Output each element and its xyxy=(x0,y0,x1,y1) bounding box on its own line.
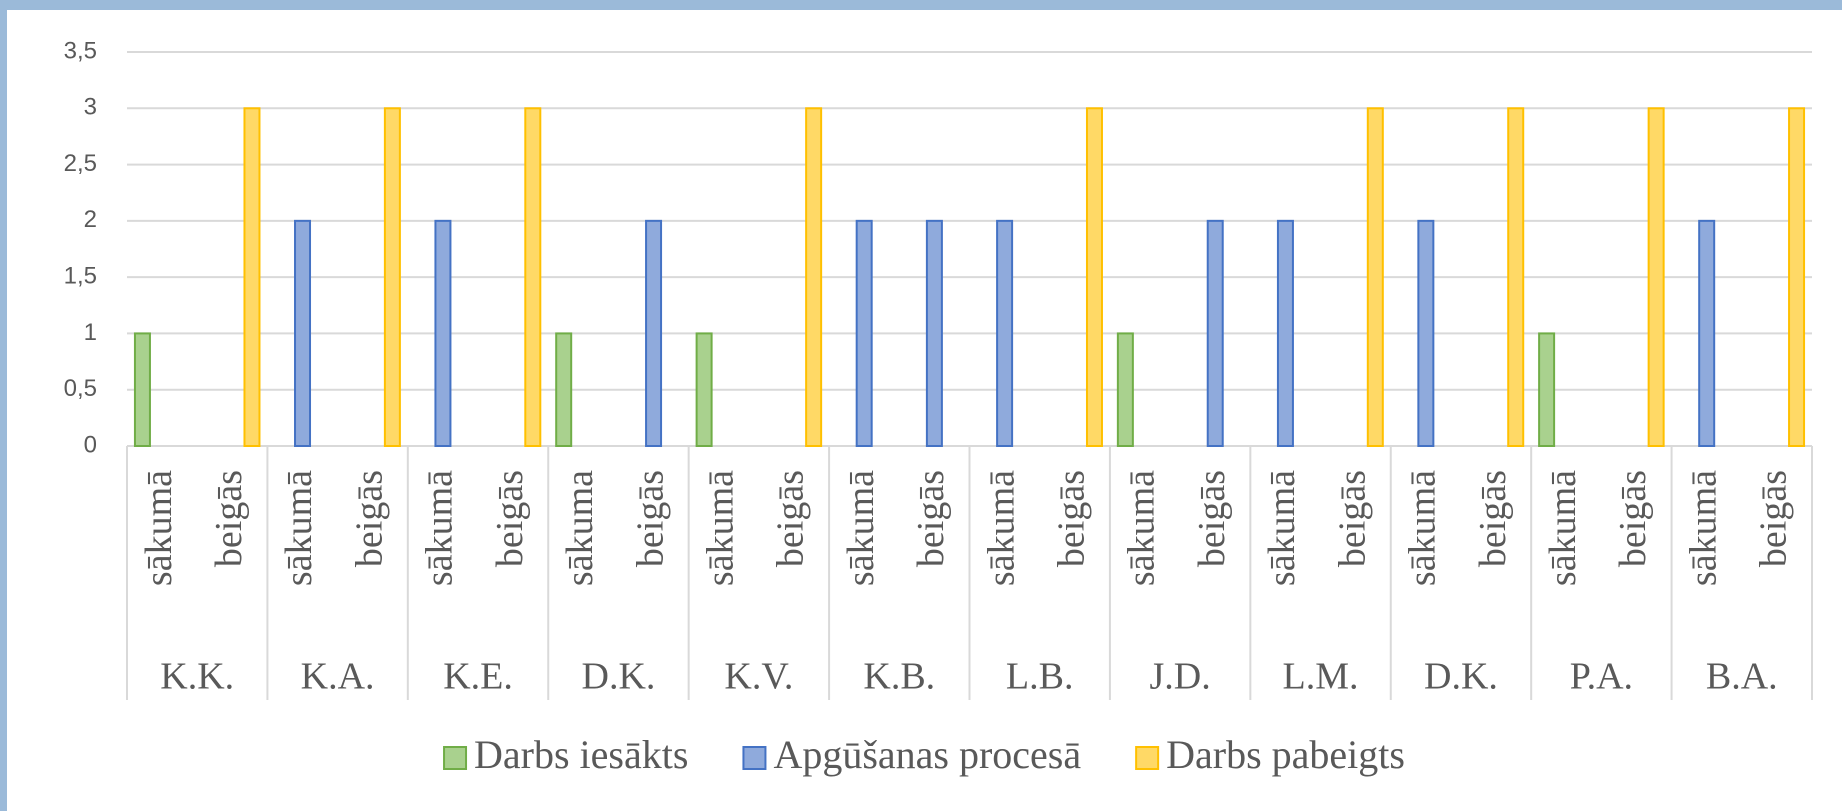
bar xyxy=(1788,107,1806,448)
y-tick-label: 0 xyxy=(84,431,97,458)
bar xyxy=(1647,107,1665,448)
group-label: P.A. xyxy=(1570,656,1633,698)
y-tick-label: 2 xyxy=(84,206,97,233)
bar xyxy=(1085,107,1103,448)
bar xyxy=(645,219,663,447)
legend-swatch xyxy=(742,746,767,770)
legend-label: Darbs iesākts xyxy=(474,732,688,777)
bar xyxy=(695,332,713,447)
x-tick-label: beigās xyxy=(489,470,531,567)
x-tick-label: sākumā xyxy=(1682,470,1724,586)
bar xyxy=(805,107,823,448)
group-label: K.V. xyxy=(724,656,793,698)
legend-label: Apgūšanas procesā xyxy=(773,732,1081,777)
group-label: D.K. xyxy=(1424,656,1498,698)
x-tick-label: sākumā xyxy=(419,470,461,586)
bar xyxy=(294,219,312,447)
x-tick-label: beigās xyxy=(770,470,812,567)
bar xyxy=(1538,332,1556,447)
y-tick-label: 1 xyxy=(84,319,97,346)
bar xyxy=(1206,219,1224,447)
x-tick-label: sākuma xyxy=(559,470,601,586)
x-tick-label: beigās xyxy=(348,470,390,567)
bar xyxy=(1698,219,1716,447)
bar xyxy=(133,332,151,447)
bar xyxy=(1366,107,1384,448)
x-tick-label: beigās xyxy=(1191,470,1233,567)
bar xyxy=(434,219,452,447)
plot-background xyxy=(7,10,1842,811)
x-tick-label: beigās xyxy=(208,470,250,567)
y-tick-label: 0,5 xyxy=(64,375,97,402)
bar xyxy=(383,107,401,448)
legend-swatch xyxy=(1135,746,1160,770)
x-tick-label: sākumā xyxy=(980,470,1022,586)
bar xyxy=(855,219,873,447)
group-label: D.K. xyxy=(582,656,656,698)
group-label: K.B. xyxy=(863,656,935,698)
bar xyxy=(524,107,542,448)
x-tick-label: sākumā xyxy=(1402,470,1444,586)
legend-swatch xyxy=(443,746,468,770)
group-label: B.A. xyxy=(1706,656,1778,698)
group-label: L.B. xyxy=(1006,656,1074,698)
x-tick-label: beigās xyxy=(1612,470,1654,567)
bar xyxy=(243,107,261,448)
x-tick-label: sākumā xyxy=(1261,470,1303,586)
bar xyxy=(1417,219,1435,447)
bar xyxy=(1276,219,1294,447)
group-label: K.E. xyxy=(443,656,513,698)
legend-label: Darbs pabeigts xyxy=(1166,732,1405,777)
bar xyxy=(925,219,943,447)
y-tick-label: 3,5 xyxy=(64,37,97,64)
x-tick-label: beigās xyxy=(1331,470,1373,567)
x-tick-label: sākumā xyxy=(138,470,180,586)
group-label: J.D. xyxy=(1150,656,1211,698)
bar xyxy=(1507,107,1525,448)
bar xyxy=(555,332,573,447)
x-tick-label: beigās xyxy=(910,470,952,567)
x-tick-label: beigās xyxy=(1051,470,1093,567)
x-tick-label: beigās xyxy=(629,470,671,567)
group-label: K.K. xyxy=(160,656,234,698)
x-tick-label: sākumā xyxy=(1542,470,1584,586)
y-tick-label: 2,5 xyxy=(64,150,97,177)
x-tick-label: sākumā xyxy=(699,470,741,586)
x-tick-label: sākumā xyxy=(1121,470,1163,586)
y-tick-label: 1,5 xyxy=(64,262,97,289)
group-label: L.M. xyxy=(1283,656,1359,698)
y-tick-label: 3 xyxy=(84,94,97,121)
bar xyxy=(1116,332,1134,447)
x-tick-label: beigās xyxy=(1472,470,1514,567)
group-label: K.A. xyxy=(301,656,375,698)
x-tick-label: sākumā xyxy=(278,470,320,586)
x-tick-label: sākumā xyxy=(840,470,882,586)
x-tick-label: beigās xyxy=(1753,470,1795,567)
bar xyxy=(996,219,1014,447)
